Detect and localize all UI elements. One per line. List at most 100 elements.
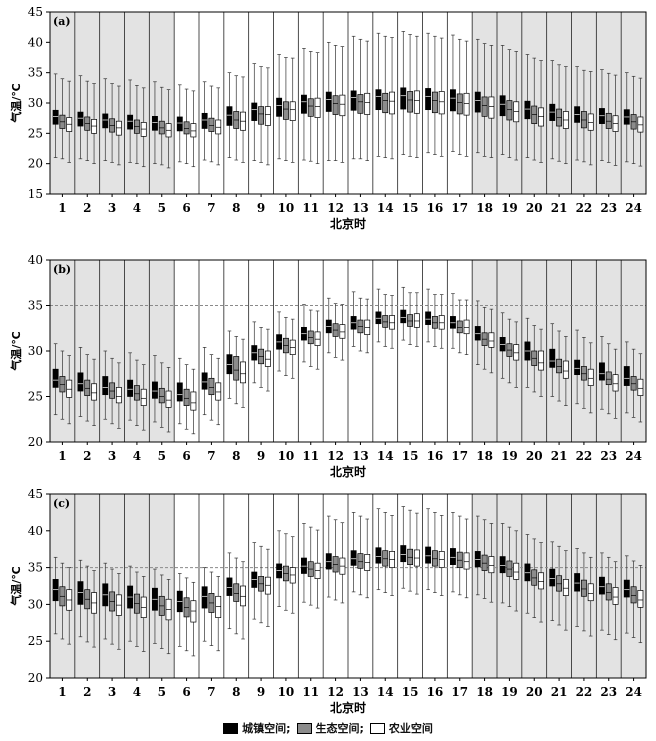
box-urban: [574, 329, 581, 405]
box-body: [190, 600, 197, 623]
box-agricultural: [115, 85, 122, 166]
box-body: [407, 314, 414, 327]
x-tick-label: 21: [551, 201, 568, 215]
box-ecological: [556, 330, 563, 402]
box-ecological: [357, 38, 364, 160]
box-agricultural: [438, 37, 445, 157]
box-ecological: [407, 509, 414, 592]
box-ecological: [282, 316, 289, 376]
y-tick-label: 20: [28, 157, 43, 171]
box-body: [587, 583, 594, 602]
box-urban: [152, 568, 158, 644]
box-ecological: [59, 78, 66, 160]
box-agricultural: [538, 60, 545, 163]
box-ecological: [431, 294, 438, 347]
box-urban: [301, 304, 307, 363]
box-ecological: [109, 568, 116, 645]
panel-label: (b): [53, 263, 71, 276]
x-tick-label: 20: [526, 201, 543, 215]
box-body: [301, 557, 307, 574]
box-ecological: [84, 565, 91, 643]
box-body: [77, 372, 84, 392]
box-ecological: [456, 299, 463, 354]
y-tick-label: 40: [28, 524, 43, 538]
box-body: [208, 377, 215, 396]
x-tick-label: 19: [501, 201, 518, 215]
box-body: [481, 96, 488, 117]
box-urban: [201, 347, 208, 416]
box-body: [382, 92, 389, 114]
box-ecological: [605, 343, 612, 415]
box-ecological: [357, 515, 364, 596]
x-tick-label: 19: [501, 685, 518, 699]
box-body: [251, 571, 258, 588]
box-agricultural: [215, 576, 222, 652]
box-ecological: [233, 557, 240, 635]
box-urban: [152, 81, 158, 165]
y-tick-label: 30: [28, 96, 43, 110]
x-tick-label: 22: [576, 685, 593, 699]
box-agricultural: [314, 529, 321, 609]
box-agricultural: [91, 83, 97, 165]
box-body: [339, 94, 346, 117]
box-body: [612, 374, 619, 392]
x-tick-label: 2: [83, 201, 91, 215]
box-body: [513, 562, 520, 580]
box-body: [332, 556, 339, 573]
box-ecological: [307, 526, 314, 606]
y-tick-label: 30: [28, 344, 43, 358]
y-tick-label: 20: [28, 435, 43, 449]
x-tick-label: 17: [451, 685, 468, 699]
x-tick-label: 22: [576, 449, 593, 463]
box-agricultural: [240, 76, 246, 163]
x-tick-label: 15: [402, 449, 419, 463]
y-tick-label: 25: [28, 126, 43, 140]
box-agricultural: [289, 57, 296, 163]
box-agricultural: [413, 292, 420, 347]
legend-swatch-ecological: [296, 722, 312, 734]
box-urban: [623, 555, 630, 634]
x-tick-label: 18: [476, 201, 493, 215]
legend-item-agricultural: 农业空间: [369, 720, 433, 736]
legend-item-ecological: 生态空间;: [296, 720, 364, 736]
box-body: [77, 111, 84, 127]
box-body: [115, 387, 122, 404]
box-body: [488, 556, 495, 574]
x-tick-label: 7: [207, 201, 215, 215]
box-body: [456, 551, 463, 568]
box-body: [233, 356, 240, 381]
box-agricultural: [165, 89, 172, 169]
y-tick-label: 45: [28, 487, 43, 501]
box-urban: [549, 323, 556, 397]
box-body: [52, 579, 59, 602]
box-urban: [251, 321, 258, 384]
box-urban: [102, 350, 109, 420]
box-body: [481, 554, 488, 571]
box-urban: [598, 336, 605, 410]
box-urban: [152, 355, 158, 423]
x-tick-label: 13: [352, 201, 369, 215]
box-agricultural: [314, 310, 321, 370]
box-body: [407, 91, 414, 113]
box-agricultural: [190, 368, 197, 435]
box-body: [630, 376, 637, 391]
box-ecological: [407, 34, 414, 157]
box-ecological: [580, 69, 587, 163]
y-tick-label: 15: [28, 187, 43, 201]
box-agricultural: [165, 367, 172, 433]
box-body: [201, 112, 208, 129]
box-agricultural: [488, 523, 495, 603]
x-tick-label: 1: [58, 449, 66, 463]
x-tick-label: 13: [352, 685, 369, 699]
x-tick-label: 2: [83, 449, 91, 463]
box-body: [350, 90, 357, 111]
box-body: [289, 567, 296, 584]
x-tick-label: 13: [352, 449, 369, 463]
box-agricultural: [389, 514, 396, 596]
box-ecological: [332, 519, 339, 601]
box-urban: [499, 45, 506, 155]
box-urban: [375, 508, 382, 591]
box-agricultural: [339, 46, 346, 163]
